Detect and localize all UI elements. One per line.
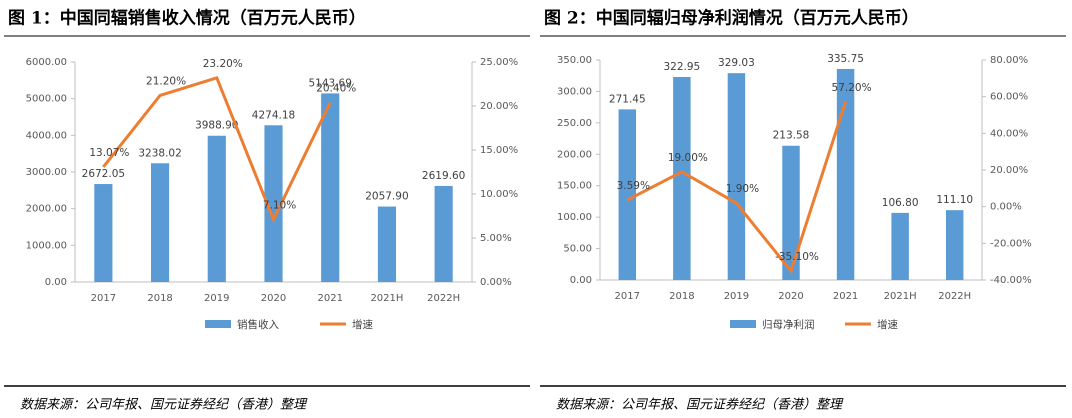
bar-label: 271.45 <box>609 93 646 105</box>
line-label: 1.90% <box>726 183 759 195</box>
line-label: 20.40% <box>316 82 356 94</box>
x-tick-label: 2020 <box>778 291 803 302</box>
x-tick-label: 2018 <box>669 291 694 302</box>
legend-label: 销售收入 <box>237 318 279 331</box>
y-tick-label: 50.00 <box>563 244 592 255</box>
y-tick-label: 6000.00 <box>26 57 67 68</box>
y2-tick-label: -40.00% <box>990 275 1032 286</box>
line-label: -35.10% <box>775 251 819 263</box>
y-tick-label: 2000.00 <box>26 204 67 215</box>
bar-label: 2057.90 <box>365 191 408 203</box>
x-tick-label: 2021 <box>317 293 342 304</box>
line <box>626 101 847 275</box>
y-tick-label: 300.00 <box>557 86 592 97</box>
line-label: 13.07% <box>89 147 129 159</box>
y-tick-label: 1000.00 <box>26 240 67 251</box>
bar <box>891 212 909 280</box>
bar <box>150 163 170 282</box>
x-tick-label: 2018 <box>147 293 172 304</box>
y-tick-label: 0.00 <box>45 277 67 288</box>
x-tick-label: 2021H <box>370 293 403 304</box>
y2-tick-label: 0.00% <box>480 277 512 288</box>
bar-label: 3238.02 <box>138 147 181 159</box>
bar <box>782 145 800 280</box>
bar-label: 322.95 <box>663 61 700 73</box>
x-tick-label: 2022H <box>427 293 460 304</box>
bar <box>618 109 637 280</box>
y2-tick-label: -20.00% <box>990 238 1032 249</box>
bar-label: 3988.90 <box>195 120 238 132</box>
bar-label: 329.03 <box>718 57 755 69</box>
y2-tick-label: 40.00% <box>990 128 1028 139</box>
line-label: 3.59% <box>617 180 650 192</box>
bar <box>94 184 113 282</box>
source: 数据来源：公司年报、国元证券经纪（香港）整理 <box>556 397 844 413</box>
bar-label: 213.58 <box>773 130 810 142</box>
bar-label: 5143.69 <box>309 77 352 89</box>
legend-label: 归母净利润 <box>762 318 815 331</box>
line <box>102 75 332 224</box>
x-tick-label: 2019 <box>724 291 749 302</box>
x-tick-label: 2022H <box>938 291 971 302</box>
y2-tick-label: 15.00% <box>480 145 518 156</box>
y-tick-label: 150.00 <box>557 181 592 192</box>
bar <box>945 210 964 280</box>
bar <box>264 125 283 283</box>
y-tick-label: 0.00 <box>570 275 592 286</box>
y2-tick-label: 5.00% <box>480 233 512 244</box>
bar <box>434 185 453 282</box>
bar-label: 335.75 <box>827 53 864 65</box>
x-tick-label: 2017 <box>615 291 640 302</box>
y-tick-label: 4000.00 <box>26 130 67 141</box>
y2-tick-label: 20.00% <box>480 101 518 112</box>
y2-tick-label: 80.00% <box>990 55 1028 66</box>
bar-label: 4274.18 <box>252 109 295 121</box>
y-tick-label: 350.00 <box>557 55 592 66</box>
line-label: 57.20% <box>832 82 872 94</box>
bar <box>377 206 397 282</box>
source: 数据来源：公司年报、国元证券经纪（香港）整理 <box>20 397 308 413</box>
bar-label: 2672.05 <box>82 168 125 180</box>
y-tick-label: 100.00 <box>557 212 592 223</box>
legend-label: 增速 <box>877 318 898 331</box>
x-tick-label: 2021H <box>884 291 917 302</box>
chart-title: 图 2：中国同辐归母净利润情况（百万元人民币） <box>544 8 919 29</box>
line-label: 7.10% <box>263 200 296 212</box>
x-tick-label: 2020 <box>261 293 286 304</box>
y-tick-label: 200.00 <box>557 149 592 160</box>
line-label: 19.00% <box>668 152 708 164</box>
y2-tick-label: 0.00% <box>990 202 1022 213</box>
legend-label: 增速 <box>352 318 373 331</box>
legend-swatch <box>205 320 231 328</box>
bar-label: 2619.60 <box>422 170 465 182</box>
y-tick-label: 3000.00 <box>26 167 67 178</box>
line-label: 23.20% <box>203 58 243 70</box>
x-tick-label: 2017 <box>91 293 116 304</box>
bar-label: 106.80 <box>882 197 919 209</box>
bar <box>673 77 691 280</box>
x-tick-label: 2019 <box>204 293 229 304</box>
bar <box>321 93 340 282</box>
bar <box>207 135 226 282</box>
line-label: 21.20% <box>146 75 186 87</box>
chart-title: 图 1：中国同辐销售收入情况（百万元人民币） <box>8 8 366 29</box>
bar <box>836 68 855 280</box>
y2-tick-label: 60.00% <box>990 92 1028 103</box>
legend-swatch <box>730 320 756 328</box>
y2-tick-label: 20.00% <box>990 165 1028 176</box>
bar-label: 111.10 <box>936 194 973 206</box>
y-tick-label: 5000.00 <box>26 94 67 105</box>
y2-tick-label: 25.00% <box>480 57 518 68</box>
x-tick-label: 2021 <box>833 291 858 302</box>
bar <box>727 73 746 280</box>
y2-tick-label: 10.00% <box>480 189 518 200</box>
y-tick-label: 250.00 <box>557 118 592 129</box>
